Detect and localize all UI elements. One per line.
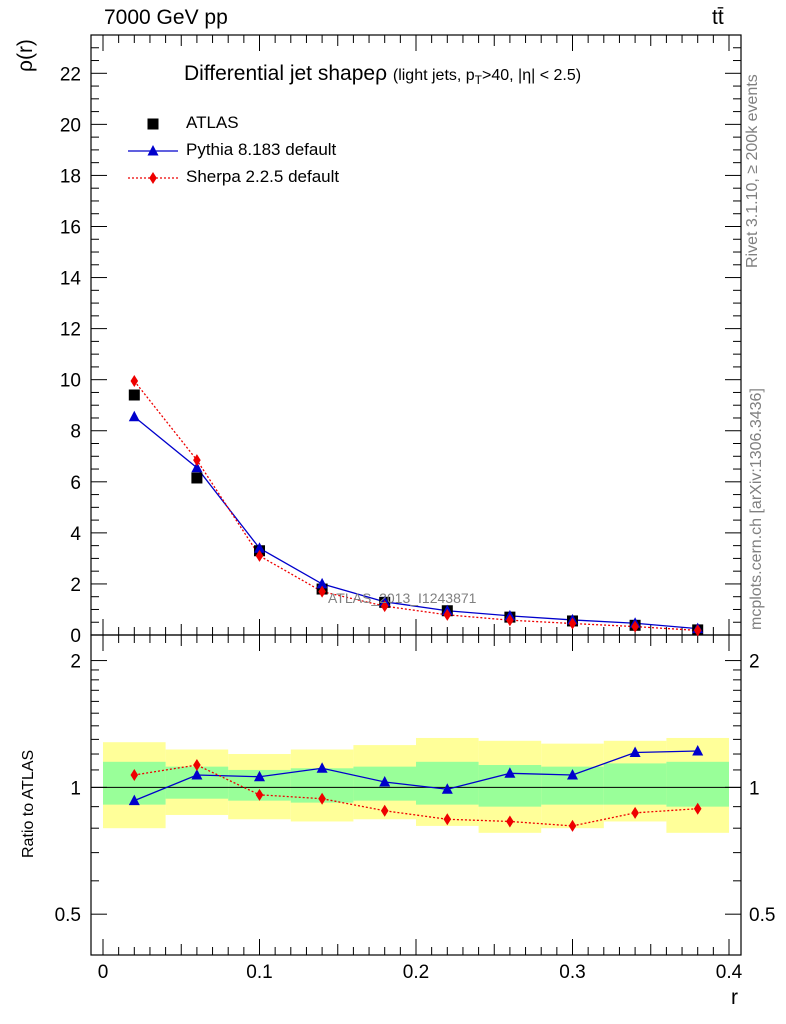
ratio-y-tick-label-left: 2 bbox=[70, 652, 81, 673]
main-y-tick-label: 8 bbox=[70, 422, 81, 443]
ratio-y-tick-label-left: 0.5 bbox=[55, 905, 81, 926]
pythia-data-point bbox=[254, 542, 265, 553]
pythia-data-point bbox=[316, 577, 328, 589]
mcplots-citation-label: mcplots.cern.ch [arXiv:1306.3436] bbox=[748, 388, 765, 630]
sherpa-data-point bbox=[380, 600, 389, 613]
sherpa-data-point bbox=[693, 624, 702, 637]
process-label: tt̄ bbox=[712, 6, 724, 29]
sherpa-ratio-point bbox=[255, 788, 264, 801]
ratio-y-tick-label-left: 1 bbox=[70, 778, 81, 799]
main-plot-title: Differential jet shapeρ (light jets, pT>… bbox=[184, 62, 582, 88]
sherpa-data-point bbox=[568, 617, 577, 630]
legend-marker-sherpa bbox=[149, 172, 157, 184]
main-y-tick-label: 4 bbox=[70, 524, 81, 545]
pythia-data-point bbox=[128, 410, 140, 422]
sherpa-data-point bbox=[130, 374, 139, 387]
analysis-watermark: ATLAS_2013_I1243871 bbox=[328, 590, 477, 606]
atlas-data-point bbox=[128, 389, 140, 401]
main-y-axis-label: ρ(r) bbox=[14, 39, 37, 72]
rivet-version-label: Rivet 3.1.10, ≥ 200k events bbox=[744, 74, 761, 268]
legend-label-atlas: ATLAS bbox=[186, 113, 239, 132]
x-tick-label: 0.3 bbox=[559, 962, 585, 983]
ratio-band-inner bbox=[666, 761, 729, 807]
main-y-tick-label: 20 bbox=[60, 115, 81, 136]
sherpa-data-point bbox=[318, 585, 326, 598]
pythia-ratio-point bbox=[316, 762, 328, 773]
pythia-ratio-point bbox=[629, 746, 641, 758]
main-y-tick-label: 22 bbox=[60, 64, 81, 85]
ratio-y-tick-label-right: 1 bbox=[749, 778, 760, 799]
ratio-y-tick-label-right: 2 bbox=[749, 652, 760, 673]
legend-label-pythia: Pythia 8.183 default bbox=[186, 140, 337, 159]
sherpa-data-point bbox=[506, 614, 514, 627]
x-tick-label: 0.4 bbox=[716, 962, 743, 983]
sherpa-ratio-point bbox=[568, 819, 577, 832]
legend-marker-pythia bbox=[147, 145, 159, 156]
legend-label-sherpa: Sherpa 2.2.5 default bbox=[186, 167, 340, 186]
pythia-data-point bbox=[191, 461, 203, 473]
x-tick-label: 0.2 bbox=[403, 962, 429, 983]
main-y-tick-label: 0 bbox=[70, 626, 81, 647]
pythia-ratio-line bbox=[134, 750, 698, 802]
sherpa-ratio-point bbox=[631, 806, 639, 819]
energy-label: 7000 GeV pp bbox=[104, 6, 228, 29]
main-y-tick-label: 14 bbox=[60, 269, 82, 290]
sherpa-data-point bbox=[255, 549, 264, 562]
sherpa-ratio-point bbox=[318, 792, 326, 805]
pythia-ratio-point bbox=[379, 775, 391, 787]
sherpa-ratio-point bbox=[130, 768, 139, 781]
sherpa-ratio-point bbox=[693, 802, 702, 815]
sherpa-ratio-point bbox=[506, 815, 514, 828]
sherpa-data-point bbox=[443, 608, 452, 621]
main-y-tick-label: 10 bbox=[60, 371, 81, 392]
main-y-tick-label: 6 bbox=[70, 473, 81, 494]
sherpa-data-point bbox=[631, 620, 639, 633]
x-tick-label: 0 bbox=[98, 962, 109, 983]
pythia-line bbox=[133, 416, 698, 630]
sherpa-ratio-point bbox=[443, 813, 452, 826]
main-y-tick-label: 12 bbox=[60, 320, 81, 341]
ratio-band-inner bbox=[603, 763, 667, 805]
main-y-tick-label: 16 bbox=[60, 217, 81, 238]
sherpa-ratio-point bbox=[380, 804, 389, 817]
sherpa-data-point bbox=[193, 454, 201, 467]
pythia-ratio-point bbox=[504, 767, 516, 778]
ratio-y-tick-label-right: 0.5 bbox=[749, 905, 775, 926]
pythia-ratio-point bbox=[441, 783, 453, 794]
x-tick-label: 0.1 bbox=[246, 962, 272, 983]
x-axis-label: r bbox=[731, 986, 738, 1009]
pythia-ratio-point bbox=[191, 768, 203, 780]
atlas-data-point bbox=[191, 472, 203, 484]
pythia-ratio-point bbox=[128, 794, 140, 806]
legend-marker-atlas bbox=[147, 118, 159, 130]
pythia-ratio-point bbox=[254, 770, 265, 782]
main-y-tick-label: 18 bbox=[60, 166, 81, 187]
ratio-y-axis-label: Ratio to ATLAS bbox=[20, 749, 37, 858]
pythia-ratio-point bbox=[692, 744, 704, 756]
sherpa-ratio-point bbox=[193, 759, 201, 772]
main-y-tick-label: 2 bbox=[70, 575, 81, 596]
pythia-ratio-point bbox=[567, 768, 578, 780]
